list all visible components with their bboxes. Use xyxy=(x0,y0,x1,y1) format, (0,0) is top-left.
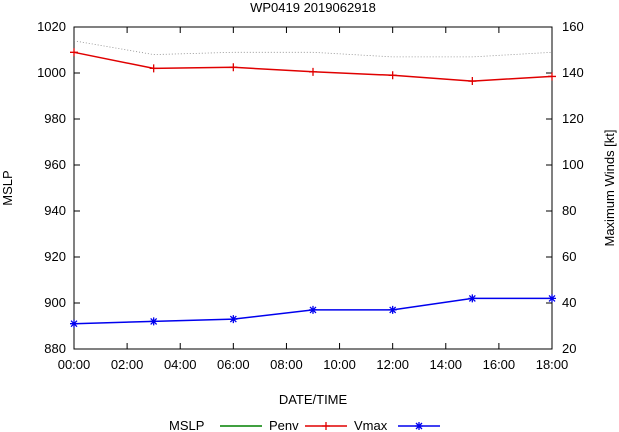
data-point-penv xyxy=(70,48,78,57)
data-point-penv xyxy=(309,67,317,76)
data-point-vmax xyxy=(229,315,238,324)
series-layer xyxy=(70,40,556,328)
x-tick-label: 06:00 xyxy=(217,357,250,372)
legend: MSLP Penv Vmax xyxy=(169,418,440,432)
y-tick-label: 1020 xyxy=(37,19,66,34)
x-tick-label: 18:00 xyxy=(536,357,569,372)
y2-tick-label: 160 xyxy=(562,19,584,34)
y-tick-label: 1000 xyxy=(37,65,66,80)
x-tick-label: 16:00 xyxy=(483,357,516,372)
data-point-penv xyxy=(149,64,158,73)
x-tick-label: 08:00 xyxy=(270,357,303,372)
y-axis-left: 880 900 920 940 960 980 1000 1020 xyxy=(37,19,80,356)
y2-tick-label: 60 xyxy=(562,249,576,264)
x-tick-label: 10:00 xyxy=(323,357,356,372)
series-line-penv-upper-bound xyxy=(73,40,553,58)
data-point-penv xyxy=(229,63,238,72)
data-point-penv xyxy=(548,72,556,81)
data-point-penv xyxy=(468,77,477,86)
y-tick-label: 880 xyxy=(44,341,66,356)
y-tick-label: 920 xyxy=(44,249,66,264)
x-tick-label: 14:00 xyxy=(430,357,463,372)
x-axis: 00:00 02:00 04:00 06:00 08:00 10:00 12:00 14:00… xyxy=(58,27,569,372)
y-tick-label: 900 xyxy=(44,295,66,310)
legend-label-penv: Penv xyxy=(269,418,299,432)
x-tick-label: 02:00 xyxy=(111,357,144,372)
y2-tick-label: 100 xyxy=(562,157,584,172)
chart-title: WP0419 2019062918 xyxy=(250,0,376,15)
y-tick-label: 960 xyxy=(44,157,66,172)
legend-label-vmax: Vmax xyxy=(354,418,388,432)
data-point-vmax xyxy=(70,319,78,328)
legend-label-mslp: MSLP xyxy=(169,418,204,432)
y2-tick-label: 120 xyxy=(562,111,584,126)
x-tick-label: 04:00 xyxy=(164,357,197,372)
data-point-vmax xyxy=(468,294,477,303)
x-axis-label: DATE/TIME xyxy=(279,392,348,407)
y-tick-label: 980 xyxy=(44,111,66,126)
y2-tick-label: 80 xyxy=(562,203,576,218)
data-point-vmax xyxy=(149,317,158,326)
y2-axis-label: Maximum Winds [kt] xyxy=(602,129,617,246)
series-line-penv xyxy=(73,51,553,82)
legend-marker-vmax xyxy=(415,422,423,430)
data-point-vmax xyxy=(309,305,317,314)
y-axis-label: MSLP xyxy=(0,170,15,205)
data-point-penv xyxy=(388,71,397,80)
y2-tick-label: 20 xyxy=(562,341,576,356)
y-axis-right: 20 40 60 80 100 120 140 160 xyxy=(546,19,584,356)
x-tick-label: 12:00 xyxy=(376,357,409,372)
data-point-vmax xyxy=(388,305,397,314)
y-tick-label: 940 xyxy=(44,203,66,218)
y2-tick-label: 140 xyxy=(562,65,584,80)
plot-frame xyxy=(73,26,553,350)
y2-tick-label: 40 xyxy=(562,295,576,310)
x-tick-label: 00:00 xyxy=(58,357,91,372)
data-point-vmax xyxy=(548,294,556,303)
legend-marker-penv xyxy=(322,422,330,430)
